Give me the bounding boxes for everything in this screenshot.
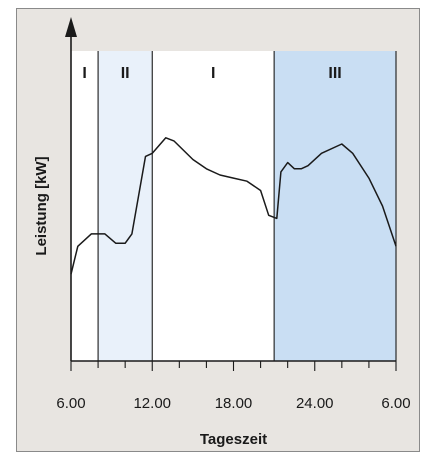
region-labels: I II I III bbox=[82, 65, 341, 82]
region-label-4: III bbox=[328, 65, 341, 82]
x-tick-label-1: 6.00 bbox=[56, 395, 85, 412]
region-label-2: II bbox=[121, 65, 130, 82]
region-band-2 bbox=[98, 51, 153, 361]
y-axis-arrowhead bbox=[65, 17, 77, 37]
region-label-1: I bbox=[82, 65, 86, 82]
x-axis-label: Tageszeit bbox=[200, 431, 267, 448]
region-band-1 bbox=[71, 51, 99, 361]
x-tick-label-4: 24.00 bbox=[296, 395, 334, 412]
regions-layer bbox=[71, 51, 396, 361]
x-tick-label-2: 12.00 bbox=[133, 395, 171, 412]
region-label-3: I bbox=[211, 65, 215, 82]
region-band-3 bbox=[152, 51, 275, 361]
region-dividers bbox=[97, 51, 397, 361]
power-chart: 6.00 12.00 18.00 24.00 6.00 I II I III Tageszei… bbox=[33, 17, 411, 448]
y-axis-label: Leistung [kW] bbox=[33, 156, 50, 255]
x-tick-label-5: 6.00 bbox=[381, 395, 410, 412]
x-ticks: 6.00 12.00 18.00 24.00 6.00 bbox=[56, 361, 411, 412]
x-tick-label-3: 18.00 bbox=[215, 395, 253, 412]
series-line bbox=[70, 137, 397, 275]
region-band-4 bbox=[274, 51, 396, 361]
figure-panel: 6.00 12.00 18.00 24.00 6.00 I II I III Tageszei… bbox=[16, 8, 420, 452]
